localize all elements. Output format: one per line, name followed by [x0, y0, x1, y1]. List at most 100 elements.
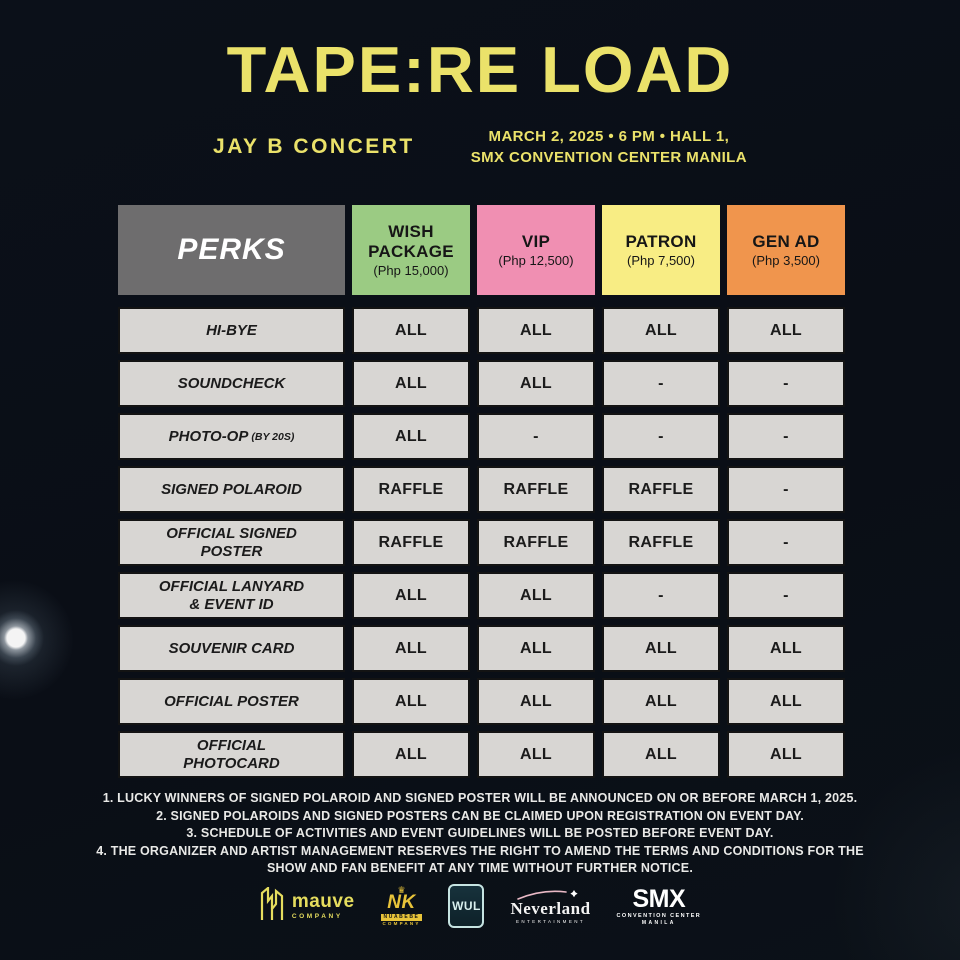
table-row: SIGNED POLAROID RAFFLE RAFFLE RAFFLE - — [118, 466, 845, 513]
perk-name-cell: SIGNED POLAROID — [118, 466, 345, 513]
perk-value-cell: - — [727, 519, 845, 566]
neverland-entertainment-logo: Neverland ENTERTAINMENT — [510, 888, 590, 925]
perk-label: SIGNED POLAROID — [161, 480, 302, 498]
tier-price: (Php 7,500) — [627, 253, 695, 269]
sponsor-logos-row: mauve COMPANY ♛ NK NUABEBE COMPANY WUL N… — [0, 884, 960, 928]
footnote-line: 3. SCHEDULE OF ACTIVITIES AND EVENT GUID… — [186, 826, 774, 840]
table-header-row: PERKS WISH PACKAGE (Php 15,000) VIP (Php… — [118, 205, 845, 295]
perk-value-cell: - — [727, 413, 845, 460]
poster-title: TAPE:RE LOAD — [226, 33, 734, 106]
perk-value-cell: RAFFLE — [352, 519, 470, 566]
perk-value-cell: ALL — [602, 625, 720, 672]
perk-note: (BY 20S) — [251, 431, 295, 444]
perk-label: OFFICIAL SIGNED POSTER — [166, 525, 297, 560]
perk-value-cell: ALL — [352, 307, 470, 354]
table-row: SOUNDCHECK ALL ALL - - — [118, 360, 845, 407]
perk-value-cell: ALL — [477, 360, 595, 407]
perk-value-cell: ALL — [727, 731, 845, 778]
perk-value-cell: - — [477, 413, 595, 460]
tier-name: VIP — [521, 231, 551, 251]
nk-sub-label-2: COMPANY — [382, 921, 421, 926]
perk-label: PHOTO-OP — [168, 427, 249, 445]
wul-box-icon: WUL — [448, 884, 485, 928]
perk-label: HI-BYE — [206, 321, 257, 339]
tier-header-cell: VIP (Php 12,500) — [477, 205, 595, 295]
perk-value-cell: ALL — [477, 307, 595, 354]
smx-sub-label-2: MANILA — [641, 919, 676, 926]
footnote-line: 4. THE ORGANIZER AND ARTIST MANAGEMENT R… — [96, 843, 864, 876]
perk-name-cell: OFFICIAL PHOTOCARD — [118, 731, 345, 778]
perk-label: SOUNDCHECK — [177, 374, 286, 392]
perk-value-cell: ALL — [477, 731, 595, 778]
perk-value-cell: ALL — [477, 678, 595, 725]
perk-value-cell: - — [727, 360, 845, 407]
event-venue-line: SMX CONVENTION CENTER MANILA — [470, 149, 747, 166]
table-row: SOUVENIR CARD ALL ALL ALL ALL — [118, 625, 845, 672]
table-row: OFFICIAL SIGNED POSTER RAFFLE RAFFLE RAFFL… — [118, 519, 845, 566]
shooting-star-icon — [516, 888, 586, 900]
table-row: PHOTO-OP (BY 20S) ALL - - - — [118, 413, 845, 460]
perk-value-cell: ALL — [352, 360, 470, 407]
perk-value-cell: ALL — [602, 307, 720, 354]
perk-value-cell: - — [602, 572, 720, 619]
perk-value-cell: ALL — [727, 625, 845, 672]
table-body: HI-BYE ALL ALL ALL ALL SOUNDCHECK ALL ALL - - … — [118, 307, 845, 778]
footnotes: 1. LUCKY WINNERS OF SIGNED POLAROID AND … — [0, 790, 960, 878]
mauve-company-logo: mauve COMPANY — [259, 885, 355, 926]
perk-value-cell: ALL — [602, 731, 720, 778]
tier-name: PATRON — [625, 231, 697, 251]
perk-value-cell: ALL — [477, 625, 595, 672]
nk-wordmark: NK — [387, 891, 416, 913]
perk-value-cell: ALL — [727, 307, 845, 354]
mauve-m-icon — [259, 885, 285, 926]
perk-value-cell: - — [602, 360, 720, 407]
perks-table: PERKS WISH PACKAGE (Php 15,000) VIP (Php… — [118, 205, 845, 778]
neverland-wordmark: Neverland — [510, 898, 591, 918]
perk-value-cell: RAFFLE — [602, 519, 720, 566]
perk-label: OFFICIAL POSTER — [164, 692, 299, 710]
neverland-sub-label: ENTERTAINMENT — [515, 918, 586, 924]
perk-value-cell: ALL — [352, 625, 470, 672]
perk-label: SOUVENIR CARD — [168, 639, 295, 657]
perk-value-cell: RAFFLE — [602, 466, 720, 513]
perk-value-cell: ALL — [352, 731, 470, 778]
perk-value-cell: - — [727, 572, 845, 619]
event-date-line: MARCH 2, 2025 • 6 PM • HALL 1, — [488, 128, 730, 145]
tier-header-cell: GEN AD (Php 3,500) — [727, 205, 845, 295]
tier-price: (Php 15,000) — [373, 263, 449, 279]
wul-wordmark: WUL — [452, 899, 481, 913]
perk-label: OFFICIAL PHOTOCARD — [183, 737, 280, 772]
table-row: HI-BYE ALL ALL ALL ALL — [118, 307, 845, 354]
tier-price: (Php 3,500) — [752, 253, 820, 269]
perk-value-cell: RAFFLE — [352, 466, 470, 513]
perk-value-cell: ALL — [602, 678, 720, 725]
perk-name-cell: OFFICIAL POSTER — [118, 678, 345, 725]
perk-value-cell: ALL — [477, 572, 595, 619]
perk-name-cell: OFFICIAL SIGNED POSTER — [118, 519, 345, 566]
perk-name-cell: SOUVENIR CARD — [118, 625, 345, 672]
tier-name: GEN AD — [752, 231, 820, 251]
perk-name-cell: PHOTO-OP (BY 20S) — [118, 413, 345, 460]
tier-name: WISH PACKAGE — [368, 221, 454, 261]
wul-logo: WUL — [448, 884, 485, 928]
poster-subtitle-row: JAY B CONCERT MARCH 2, 2025 • 6 PM • HAL… — [0, 126, 960, 168]
perk-value-cell: ALL — [352, 572, 470, 619]
perk-value-cell: ALL — [727, 678, 845, 725]
perk-value-cell: - — [727, 466, 845, 513]
table-row: OFFICIAL POSTER ALL ALL ALL ALL — [118, 678, 845, 725]
nk-sub-label: NUABEBE — [380, 913, 423, 921]
footnote-line: 1. LUCKY WINNERS OF SIGNED POLAROID AND … — [102, 791, 858, 805]
perk-value-cell: - — [602, 413, 720, 460]
crown-icon: ♛ — [397, 884, 406, 895]
perk-label: OFFICIAL LANYARD & EVENT ID — [158, 578, 305, 613]
perk-value-cell: RAFFLE — [477, 466, 595, 513]
smx-convention-center-logo: SMX CONVENTION CENTER MANILA — [617, 884, 702, 926]
mauve-wordmark: mauve — [291, 890, 355, 912]
tier-header-cell: WISH PACKAGE (Php 15,000) — [352, 205, 470, 295]
table-row: OFFICIAL PHOTOCARD ALL ALL ALL ALL — [118, 731, 845, 778]
perk-name-cell: OFFICIAL LANYARD & EVENT ID — [118, 572, 345, 619]
smx-wordmark: SMX — [632, 884, 686, 913]
perk-value-cell: ALL — [352, 413, 470, 460]
nk-company-logo: ♛ NK NUABEBE COMPANY — [380, 884, 423, 927]
